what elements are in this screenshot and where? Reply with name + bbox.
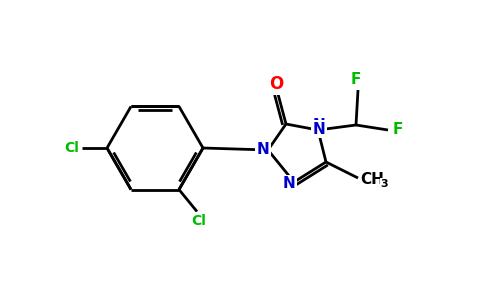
Text: N: N	[283, 176, 295, 191]
Text: 3: 3	[380, 179, 388, 189]
Text: N: N	[257, 142, 270, 157]
Text: Cl: Cl	[192, 214, 207, 228]
Text: Cl: Cl	[192, 214, 207, 228]
Text: N: N	[313, 118, 325, 133]
Text: Cl: Cl	[64, 141, 79, 155]
Text: F: F	[351, 73, 361, 88]
Text: CH: CH	[360, 172, 384, 187]
Text: CH: CH	[360, 172, 384, 187]
Text: N: N	[257, 142, 270, 157]
Text: O: O	[269, 75, 283, 93]
Text: N: N	[283, 176, 295, 191]
Text: O: O	[269, 75, 283, 93]
Text: N: N	[313, 122, 325, 136]
Text: F: F	[393, 122, 403, 136]
Text: 3: 3	[380, 179, 388, 189]
Text: F: F	[351, 73, 361, 88]
Text: F: F	[393, 122, 403, 136]
Text: Cl: Cl	[64, 141, 79, 155]
